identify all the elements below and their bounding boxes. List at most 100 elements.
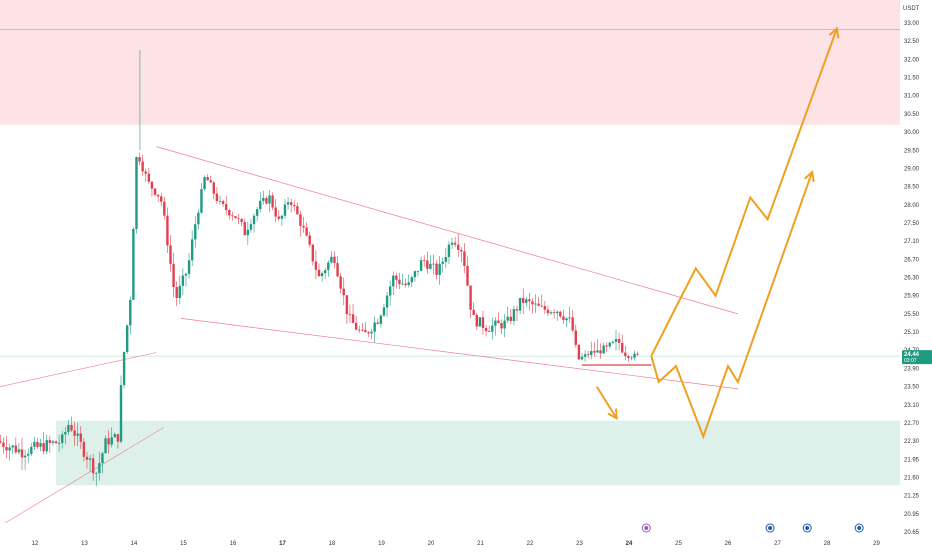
y-tick-label: 31.00 <box>904 94 920 100</box>
candle-body <box>614 339 618 342</box>
candle-body <box>122 351 126 386</box>
candle-body <box>280 215 284 219</box>
candle-body <box>327 262 330 271</box>
candle-body <box>571 317 574 331</box>
x-tick-label: 23 <box>576 541 583 547</box>
x-tick-label: 22 <box>527 541 534 547</box>
candle-body <box>246 229 250 236</box>
y-tick-label: 25.50 <box>904 312 920 318</box>
candle-body <box>203 177 206 190</box>
candle-body <box>537 303 540 306</box>
candle-body <box>549 312 553 314</box>
x-tick-label: 29 <box>873 541 880 547</box>
candle-body <box>88 458 92 460</box>
candle-body <box>138 157 141 162</box>
candle-body <box>20 449 24 458</box>
candle-body <box>583 354 587 357</box>
candle-body <box>552 312 556 314</box>
candle-body <box>302 225 305 228</box>
y-tick-label: 28.50 <box>904 185 920 191</box>
candle-body <box>85 456 89 460</box>
candle-body <box>194 224 197 240</box>
candle-body <box>401 283 404 285</box>
x-tick-label: 28 <box>824 541 831 547</box>
candle-body <box>392 275 395 287</box>
candle-body <box>633 353 636 358</box>
candle-body <box>265 198 268 204</box>
price-countdown: 03:07 <box>904 358 917 364</box>
candle-body <box>320 273 324 277</box>
candle-body <box>525 299 528 303</box>
candle-body <box>234 216 237 219</box>
candle-body <box>620 342 624 353</box>
y-tick-label: 30.00 <box>904 130 920 136</box>
candle-body <box>283 204 287 216</box>
candle-body <box>76 433 79 436</box>
candle-body <box>382 307 386 316</box>
candle-body <box>432 263 435 265</box>
candle-body <box>460 249 463 252</box>
candle-body <box>42 443 45 452</box>
candle-body <box>481 317 485 328</box>
candle-body <box>484 327 488 332</box>
candle-body <box>79 433 82 442</box>
y-tick-label: 22.70 <box>904 421 920 427</box>
candle-body <box>407 282 410 286</box>
candle-body <box>521 297 525 303</box>
candle-body <box>388 286 392 296</box>
candle-body <box>457 244 460 250</box>
candle-body <box>373 322 376 332</box>
candle-body <box>540 305 543 307</box>
candle-body <box>305 227 308 236</box>
y-tick-label: 25.10 <box>904 330 920 336</box>
candle-body <box>166 215 169 246</box>
candle-body <box>463 251 466 266</box>
candle-body <box>574 330 577 345</box>
x-tick-label: 16 <box>230 541 237 547</box>
candle-body <box>586 354 590 356</box>
candle-body <box>54 441 58 444</box>
candle-body <box>636 353 639 355</box>
x-tick-label: 20 <box>428 541 435 547</box>
candle-body <box>512 309 516 321</box>
candle-body <box>611 341 615 343</box>
candle-body <box>580 356 584 360</box>
candle-body <box>311 244 315 262</box>
candle-body <box>534 303 537 305</box>
candle-body <box>274 207 277 217</box>
candle-body <box>200 189 203 213</box>
candle-body <box>190 239 194 261</box>
candle-body <box>339 276 342 289</box>
candle-body <box>101 453 104 464</box>
support-zone <box>56 420 900 486</box>
candle-body <box>438 263 441 275</box>
candle-body <box>95 473 98 474</box>
candle-body <box>299 214 302 226</box>
candle-body <box>132 228 135 300</box>
candle-body <box>153 188 157 195</box>
candle-body <box>36 441 39 447</box>
candle-body <box>426 260 429 269</box>
y-tick-label: 33.00 <box>904 21 920 27</box>
candle-body <box>160 196 163 202</box>
lower-trendline <box>180 318 738 390</box>
bearish-arrow <box>595 386 618 419</box>
candle-body <box>494 320 497 326</box>
candle-body <box>119 385 123 442</box>
y-tick-label: 21.95 <box>904 457 920 463</box>
current-price-value: 24.44 <box>904 352 920 358</box>
candle-body <box>599 350 602 354</box>
us-news-event-icon-dot <box>768 526 773 530</box>
candle-body <box>67 425 70 433</box>
x-tick-label: 26 <box>725 541 732 547</box>
candle-body <box>323 270 327 274</box>
candle-body <box>91 458 95 474</box>
y-tick-label: 23.10 <box>904 403 920 409</box>
candle-body <box>181 275 185 286</box>
candle-body <box>147 173 151 182</box>
candle-body <box>107 438 110 445</box>
candle-body <box>271 195 274 208</box>
candle-body <box>528 299 531 302</box>
